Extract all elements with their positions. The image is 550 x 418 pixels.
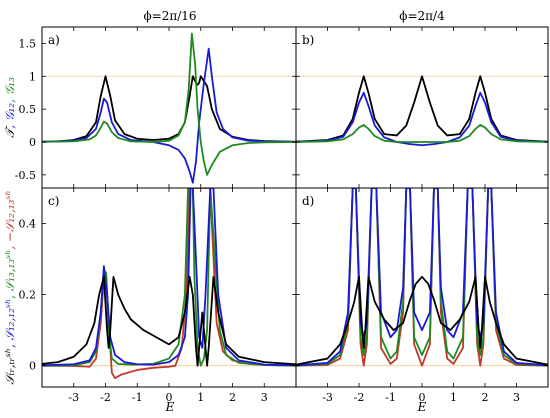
x-tick-label: -2 [354, 391, 365, 404]
series-line [296, 188, 548, 367]
y-tick-label: -0.5 [15, 169, 36, 182]
panel-frame [295, 187, 549, 388]
y-axis-label-part: , −𝒮₁₂,₁₃ˢʰ [3, 190, 17, 249]
y-axis-label-part: , 𝒮₁₂,₁₂ˢʰ [3, 299, 17, 348]
series-line [42, 47, 296, 184]
x-tick-label: 2 [229, 391, 236, 404]
y-axis-label: 𝒮ₜᵣ,ₜᵣˢʰ, 𝒮₁₂,₁₂ˢʰ, 𝒮₁₃,₁₃ˢʰ, −𝒮₁₂,₁₃ˢʰ [3, 190, 17, 384]
series-line [42, 188, 296, 367]
series-line [296, 188, 548, 367]
x-tick-label: -3 [68, 391, 79, 404]
y-tick-label: 0.2 [19, 289, 37, 302]
x-axis-label-left: E [165, 400, 175, 414]
x-tick-label: -1 [132, 391, 143, 404]
panel-label: b) [302, 33, 314, 47]
series-group [296, 188, 548, 367]
series-line [296, 75, 548, 143]
panel-label: a) [48, 33, 60, 47]
series-line [296, 91, 548, 147]
series-line [42, 275, 296, 367]
x-tick-label: 3 [513, 391, 520, 404]
y-axis-label-part: , 𝒮₁₃,₁₃ˢʰ [3, 250, 17, 299]
x-tick-label: 2 [482, 391, 489, 404]
y-tick-label: 0 [29, 360, 36, 373]
y-tick-label: 0.4 [19, 218, 37, 231]
series-line [42, 32, 296, 176]
column-title-right: ϕ=2π/4 [399, 9, 445, 23]
panel-label: c) [48, 194, 59, 208]
series-group [42, 32, 296, 184]
y-axis-label-part: 𝒮ₜᵣ,ₜᵣˢʰ [3, 348, 17, 385]
column-title-left: ϕ=2π/16 [143, 9, 196, 23]
y-tick-label: 0.5 [19, 103, 37, 116]
x-tick-label: 1 [197, 391, 204, 404]
x-tick-label: 1 [450, 391, 457, 404]
x-tick-label: 3 [261, 391, 268, 404]
series-line [296, 124, 548, 143]
y-axis-label-part: , 𝒢₁₂ [3, 103, 17, 129]
x-axis-label-right: E [417, 400, 427, 414]
series-line [42, 75, 296, 143]
series-line [42, 188, 296, 367]
x-tick-label: -1 [385, 391, 396, 404]
x-tick-label: 0 [419, 391, 426, 404]
series-group [42, 188, 296, 380]
y-tick-label: 1.5 [19, 37, 37, 50]
panel-label: d) [302, 194, 314, 208]
series-line [296, 275, 548, 366]
x-tick-label: 0 [166, 391, 173, 404]
y-tick-label: 1 [29, 70, 36, 83]
y-axis-label-part: , 𝒢₁₃ [3, 77, 17, 103]
y-axis-label: 𝒯, 𝒢₁₂, 𝒢₁₃ [3, 77, 17, 138]
x-tick-label: -3 [322, 391, 333, 404]
series-group [296, 75, 548, 147]
panel-frame [295, 26, 549, 189]
panel-frame [41, 26, 297, 189]
x-tick-label: -2 [100, 391, 111, 404]
y-tick-label: 0 [29, 136, 36, 149]
series-line [296, 188, 548, 367]
plot-area: a) -0.5 0 0.5 1 1.5 b) c) -3 -2 -1 0 1 2 3 0 0.2 0.4 d) -3 -… [3, 26, 549, 404]
